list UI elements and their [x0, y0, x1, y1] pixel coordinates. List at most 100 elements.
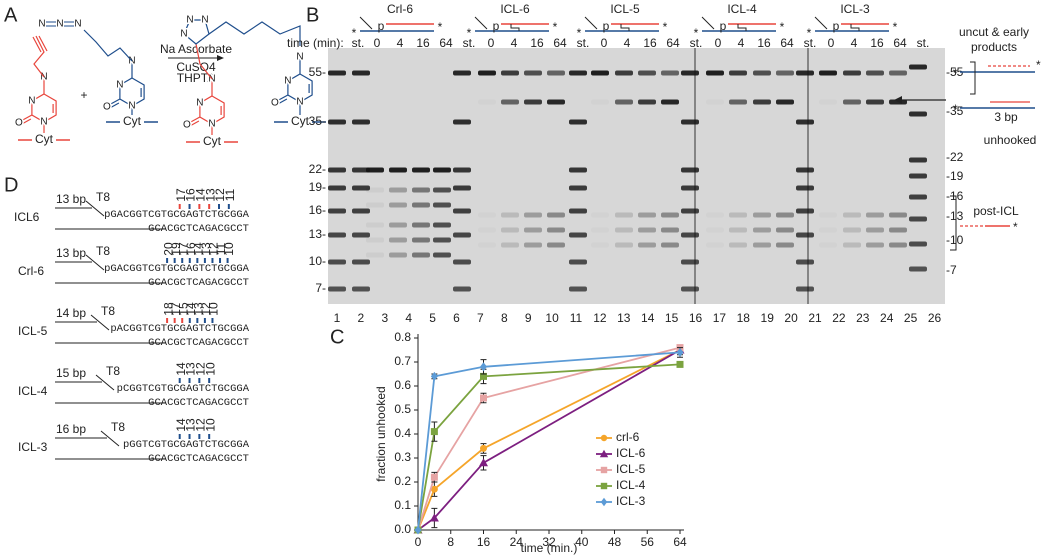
- atom-label: O: [183, 120, 191, 131]
- gel-band: [661, 227, 679, 233]
- y-tick-label: 0.3: [394, 450, 411, 464]
- gel-band: [569, 232, 587, 238]
- label-star: *: [352, 26, 357, 40]
- phosphate: p: [378, 19, 385, 33]
- gel-band: [591, 100, 609, 105]
- legend-marker: [600, 482, 608, 490]
- position-number: 13: [184, 418, 198, 432]
- panel-label: A: [4, 4, 18, 26]
- position-number: 13: [199, 242, 213, 256]
- gel-band: [776, 99, 794, 105]
- position-number: 14: [192, 242, 206, 256]
- data-point: [430, 485, 438, 493]
- time-label: 64: [666, 36, 680, 50]
- gel-band: [524, 99, 542, 105]
- bond: [38, 35, 48, 52]
- bond: [109, 102, 120, 109]
- time-label: 64: [439, 36, 453, 50]
- gel-band: [433, 202, 451, 208]
- gel-band: [889, 227, 907, 233]
- time-label: 4: [851, 36, 858, 50]
- position-number: 12: [213, 188, 227, 202]
- time-label: 0: [374, 36, 381, 50]
- bond: [276, 94, 289, 102]
- legend-label: ICL-6: [616, 446, 646, 460]
- atom-label: O: [271, 98, 279, 109]
- gel-band: [909, 266, 927, 272]
- time-label: st.: [804, 36, 817, 50]
- legend-label: ICL-3: [616, 494, 646, 508]
- gel-band: [478, 100, 496, 105]
- phosphate: p: [493, 19, 500, 33]
- atom-label: N: [38, 19, 45, 30]
- size-marker: 10-: [309, 254, 326, 268]
- gel-band: [352, 167, 370, 173]
- stroke-line: [474, 16, 488, 30]
- bond: [510, 24, 520, 31]
- series-line: [417, 349, 681, 531]
- substrate-name: ICL6: [14, 210, 40, 224]
- x-tick-label: 16: [477, 535, 491, 549]
- bond: [620, 24, 630, 31]
- lane-number: 16: [689, 311, 703, 325]
- atom-label: N: [201, 15, 208, 26]
- panel-label: B: [306, 4, 319, 26]
- gel-band: [352, 185, 370, 191]
- gel-band: [729, 212, 747, 218]
- annotation: post-ICL: [973, 204, 1019, 218]
- size-marker: -55: [946, 65, 964, 79]
- stroke-line: [814, 16, 828, 30]
- gel-band: [591, 228, 609, 233]
- time-label: 64: [553, 36, 567, 50]
- time-label: 64: [893, 36, 907, 50]
- gel-band: [524, 212, 542, 218]
- bottom-strand: GCACGCTCAGACGCCT: [148, 453, 249, 465]
- gel-band: [453, 208, 471, 214]
- gel-band: [433, 222, 451, 228]
- gel-band: [352, 119, 370, 125]
- gel-band: [569, 119, 587, 125]
- gel-band: [796, 208, 814, 214]
- gel-band: [753, 227, 771, 233]
- gel-band: [909, 241, 927, 247]
- lane-number: 22: [832, 311, 846, 325]
- gel-band: [866, 70, 884, 76]
- bond: [108, 98, 121, 106]
- time-label: st.: [463, 36, 476, 50]
- lane-number: 1: [334, 311, 341, 325]
- gel-band: [866, 212, 884, 218]
- size-marker: 16-: [309, 203, 326, 217]
- legend-marker: [600, 466, 608, 474]
- loop-label: T8: [111, 420, 125, 434]
- gel-band: [352, 259, 370, 265]
- x-tick-label: 32: [542, 535, 556, 549]
- lane-number: 24: [880, 311, 894, 325]
- gel-band: [352, 208, 370, 214]
- gel-band: [412, 202, 430, 208]
- lane-number: 18: [737, 311, 751, 325]
- gel-band: [478, 213, 496, 218]
- bond: [32, 36, 42, 53]
- gel-band: [681, 185, 699, 191]
- label-star: *: [780, 20, 785, 34]
- gel-band: [661, 99, 679, 105]
- position-number: 10: [203, 362, 217, 376]
- gel-band: [433, 252, 451, 258]
- position-number: 17: [169, 302, 183, 316]
- bond: [970, 61, 976, 95]
- annotation: unhooked: [984, 133, 1037, 147]
- gel-band: [706, 228, 724, 233]
- gel-band: [366, 187, 384, 193]
- gel-band: [796, 232, 814, 238]
- panel-label: C: [330, 326, 344, 348]
- gel-band: [524, 227, 542, 233]
- y-axis-label: fraction unhooked: [374, 386, 388, 481]
- atom-label: N: [116, 80, 123, 91]
- loop-label: T8: [96, 244, 110, 258]
- gel-band: [478, 70, 496, 76]
- x-tick-label: 48: [608, 535, 622, 549]
- atom-label: N: [56, 19, 63, 30]
- time-label: 0: [601, 36, 608, 50]
- lane-number: 6: [453, 311, 460, 325]
